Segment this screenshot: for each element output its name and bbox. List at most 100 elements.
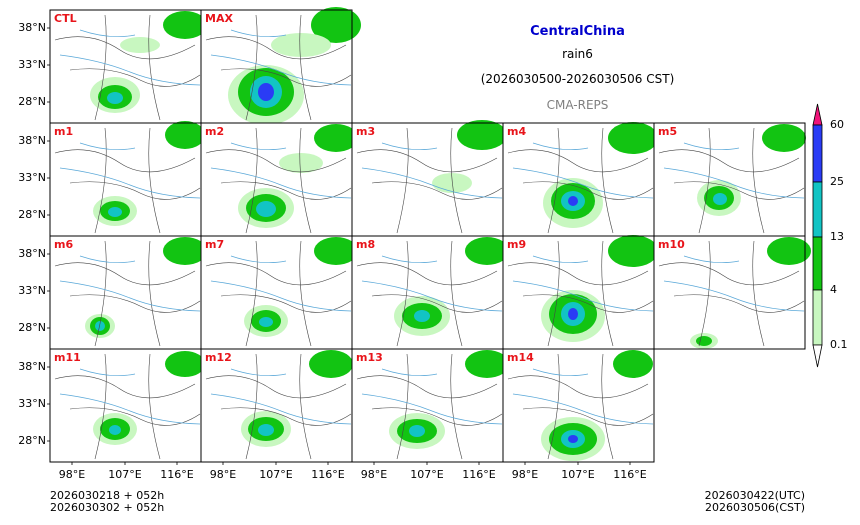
valid-time-footer: 2026030422(UTC) 2026030506(CST) — [705, 490, 805, 514]
rivers-m11 — [59, 368, 201, 425]
rain-area-m1-3 — [165, 121, 205, 149]
panel-label-m4: m4 — [507, 125, 527, 138]
lon-label: 98°E — [58, 468, 86, 481]
map-panel-m6 — [49, 235, 207, 350]
lat-label: 38°N — [18, 247, 46, 260]
rain-area-max-5 — [271, 33, 331, 57]
province-boundaries-m9 — [507, 240, 654, 347]
map-panel-m5 — [653, 122, 806, 237]
lon-label: 116°E — [311, 468, 345, 481]
province-boundaries-ctl — [54, 14, 201, 121]
rain-area-m4-3 — [568, 196, 578, 206]
province-boundaries-m10 — [658, 240, 805, 347]
rivers-m2 — [210, 142, 352, 199]
province-boundaries-max — [205, 14, 352, 121]
rain-area-ctl-3 — [163, 11, 207, 39]
rain-area-m11-2 — [109, 425, 121, 435]
colorbar-level-label: 4 — [830, 283, 837, 296]
rain-area-m6-2 — [95, 321, 105, 331]
panel-label-ctl: CTL — [54, 12, 77, 25]
map-panel-m12 — [200, 348, 353, 463]
rivers-m12 — [210, 368, 352, 425]
colorbar-min-arrow — [812, 344, 823, 368]
rain-area-m8-2 — [414, 310, 430, 322]
variable-title: rain6 — [562, 47, 593, 61]
map-panel-m10 — [653, 235, 811, 350]
map-panel-m14 — [502, 348, 655, 463]
province-boundaries-m13 — [356, 353, 503, 460]
lon-label: 98°E — [360, 468, 388, 481]
panel-label-m2: m2 — [205, 125, 225, 138]
colorbar-segment — [812, 236, 823, 291]
rain-area-m10-1 — [696, 336, 712, 346]
init-cst-text: 2026030302 + 052h — [50, 501, 165, 514]
valid-utc-text: 2026030422(UTC) — [704, 489, 805, 502]
rain-area-m8-3 — [465, 237, 509, 265]
map-panel-m9 — [502, 235, 658, 350]
rain-area-m2-3 — [314, 124, 358, 152]
colorbar-max-arrow — [812, 103, 823, 126]
province-boundaries-m3 — [356, 127, 503, 234]
lat-label: 33°N — [18, 171, 46, 184]
lon-label: 107°E — [410, 468, 444, 481]
rain-area-max-4 — [311, 7, 361, 43]
map-panel-m4 — [502, 122, 658, 237]
panel-label-max: MAX — [205, 12, 233, 25]
rain-area-m10-2 — [767, 237, 811, 265]
panel-label-m6: m6 — [54, 238, 74, 251]
lon-label: 116°E — [462, 468, 496, 481]
rain-area-m9-4 — [608, 235, 658, 267]
period-title: (2026030500-2026030506 CST) — [480, 72, 675, 86]
lat-label: 33°N — [18, 284, 46, 297]
lon-label: 98°E — [511, 468, 539, 481]
panel-label-m13: m13 — [356, 351, 383, 364]
rivers-max — [210, 29, 352, 86]
rivers-m6 — [59, 255, 201, 312]
lat-label: 38°N — [18, 21, 46, 34]
colorbar-segment — [812, 124, 823, 183]
rain-area-m14-3 — [568, 435, 578, 443]
province-boundaries-m11 — [54, 353, 201, 460]
rivers-m8 — [361, 255, 503, 312]
panel-label-m8: m8 — [356, 238, 376, 251]
map-panel-m7 — [200, 235, 358, 350]
panel-frame-m10 — [653, 235, 806, 350]
colorbar-level-label: 25 — [830, 175, 844, 188]
lat-label: 38°N — [18, 134, 46, 147]
rain-area-m7-3 — [314, 237, 358, 265]
panel-label-m7: m7 — [205, 238, 225, 251]
rain-area-m7-2 — [259, 317, 273, 327]
panel-label-m1: m1 — [54, 125, 74, 138]
rivers-m5 — [663, 142, 805, 199]
rain-area-m6-3 — [163, 237, 207, 265]
province-boundaries-m5 — [658, 127, 805, 234]
map-panel-m3 — [351, 120, 507, 237]
panel-label-m10: m10 — [658, 238, 685, 251]
province-boundaries-m1 — [54, 127, 201, 234]
rain-area-m1-2 — [108, 207, 122, 217]
colorbar-segment — [812, 289, 823, 346]
rain-area-m9-3 — [568, 308, 578, 320]
rain-area-m11-3 — [165, 351, 205, 377]
map-panel-m13 — [351, 348, 509, 463]
rivers-ctl — [59, 29, 201, 86]
rain-area-m5-3 — [762, 124, 806, 152]
colorbar-level-label: 60 — [830, 118, 844, 131]
rivers-m4 — [512, 142, 654, 199]
colorbar-segment — [812, 181, 823, 238]
rain-area-m3-1 — [432, 173, 472, 193]
rain-area-m4-4 — [608, 122, 658, 154]
map-panel-m2 — [200, 122, 358, 237]
lon-label: 116°E — [613, 468, 647, 481]
panel-label-m12: m12 — [205, 351, 232, 364]
model-title: CMA-REPS — [546, 98, 609, 112]
lon-label: 116°E — [160, 468, 194, 481]
colorbar-level-label: 13 — [830, 230, 844, 243]
region-title: CentralChina — [530, 24, 625, 39]
rain-area-m2-4 — [279, 153, 323, 173]
rain-area-m13-2 — [409, 425, 425, 437]
map-panel-m8 — [351, 235, 509, 350]
panel-label-m11: m11 — [54, 351, 81, 364]
lat-label: 28°N — [18, 208, 46, 221]
